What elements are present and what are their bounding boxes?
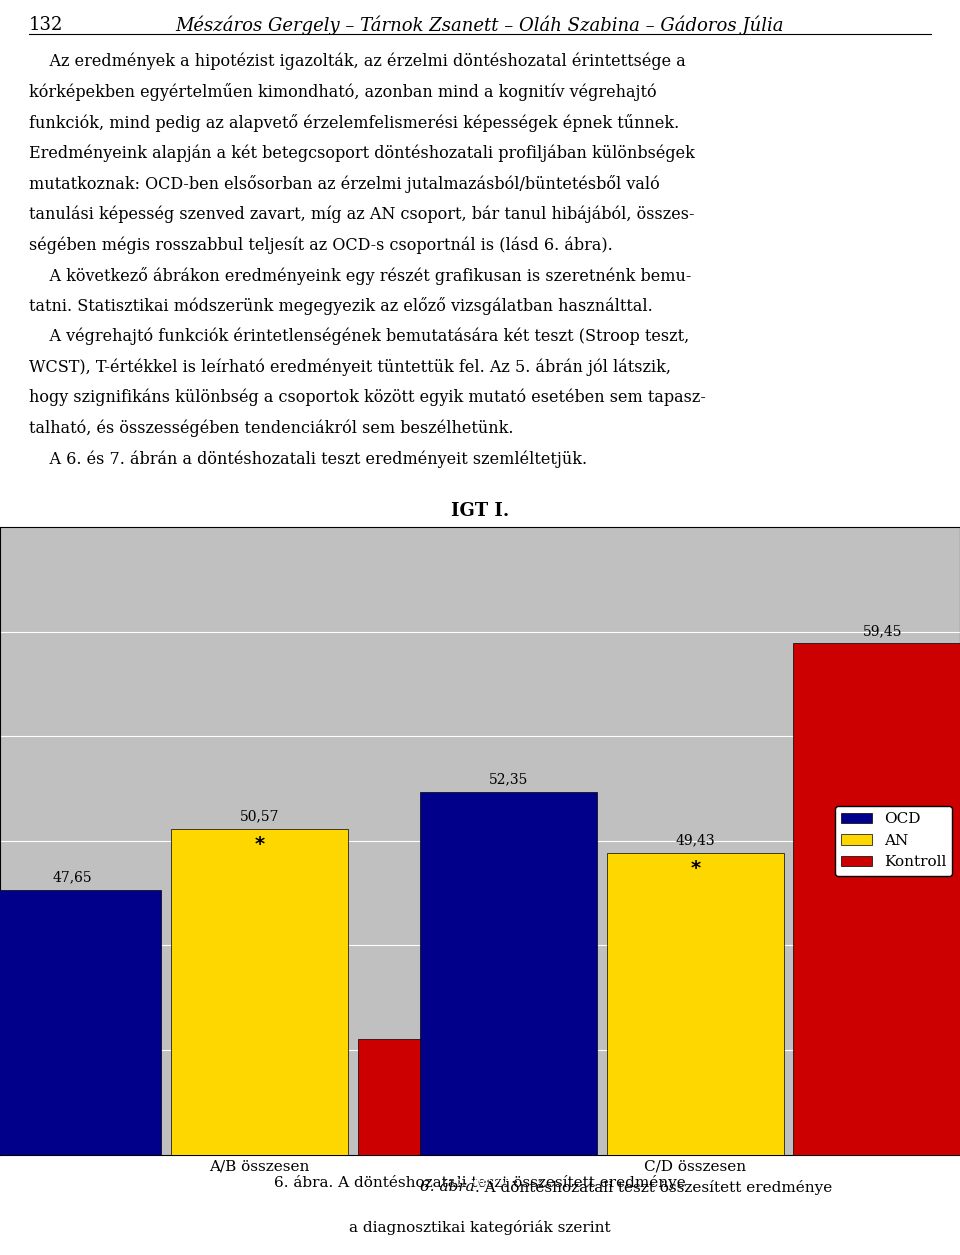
- Bar: [420, 792, 597, 1155]
- Text: Mészáros Gergely – Tárnok Zsanett – Oláh Szabina – Gádoros Júlia: Mészáros Gergely – Tárnok Zsanett – Oláh…: [176, 16, 784, 35]
- Legend: OCD, AN, Kontroll: OCD, AN, Kontroll: [835, 806, 952, 876]
- Title: IGT I.: IGT I.: [451, 502, 509, 520]
- Text: Eredményeink alapján a két betegcsoport döntéshozatali profiljában különbségek: Eredményeink alapján a két betegcsoport …: [29, 144, 695, 162]
- Text: 59,45: 59,45: [862, 624, 901, 638]
- Text: 47,65: 47,65: [53, 871, 92, 885]
- Text: 50,57: 50,57: [240, 809, 279, 823]
- Text: Az eredmények a hipotézist igazolták, az érzelmi döntéshozatal érintettsége a: Az eredmények a hipotézist igazolták, az…: [29, 53, 685, 70]
- Text: 49,43: 49,43: [676, 833, 715, 847]
- Text: hogy szignifikáns különbség a csoportok között egyik mutató esetében sem tapasz-: hogy szignifikáns különbség a csoportok …: [29, 389, 706, 407]
- Text: *: *: [690, 858, 701, 878]
- Text: *: *: [254, 835, 265, 855]
- Text: kórképekben egyértelműen kimondható, azonban mind a kognitív végrehajtó: kórképekben egyértelműen kimondható, azo…: [29, 83, 657, 102]
- Text: a diagnosztikai kategóriák szerint: a diagnosztikai kategóriák szerint: [349, 1220, 611, 1235]
- Text: A következő ábrákon eredményeink egy részét grafikusan is szeretnénk bemu-: A következő ábrákon eredményeink egy rés…: [29, 267, 691, 285]
- Text: A végrehajtó funkciók érintetlenségének bemutatására két teszt (Stroop teszt,: A végrehajtó funkciók érintetlenségének …: [29, 328, 689, 345]
- Bar: [357, 1038, 535, 1155]
- Text: 52,35: 52,35: [489, 773, 528, 787]
- Text: ségében mégis rosszabbul teljesít az OCD-s csoportnál is (lásd 6. ábra).: ségében mégis rosszabbul teljesít az OCD…: [29, 236, 612, 254]
- Text: 6. ábra: 6. ábra: [452, 1175, 508, 1188]
- Text: mutatkoznak: OCD-ben elsősorban az érzelmi jutalmazásból/büntetésből való: mutatkoznak: OCD-ben elsősorban az érzel…: [29, 174, 660, 193]
- Bar: [607, 853, 784, 1155]
- Text: 40,55: 40,55: [426, 1019, 466, 1033]
- Text: A 6. és 7. ábrán a döntéshozatali teszt eredményeit szemléltetjük.: A 6. és 7. ábrán a döntéshozatali teszt …: [29, 451, 587, 468]
- Text: WCST), T-értékkel is leírható eredményeit tüntettük fel. Az 5. ábrán jól látszik: WCST), T-értékkel is leírható eredményei…: [29, 359, 671, 376]
- Text: funkciók, mind pedig az alapvető érzelemfelismerési képességek épnek tűnnek.: funkciók, mind pedig az alapvető érzelem…: [29, 114, 679, 132]
- Text: 6. ábra. A döntéshozatali teszt összesített eredménye: 6. ábra. A döntéshozatali teszt összesít…: [275, 1175, 685, 1190]
- Text: tatni. Statisztikai módszerünk megegyezik az előző vizsgálatban használttal.: tatni. Statisztikai módszerünk megegyezi…: [29, 297, 653, 315]
- Bar: [171, 828, 348, 1155]
- Text: tanulási képesség szenved zavart, míg az AN csoport, bár tanul hibájából, összes: tanulási képesség szenved zavart, míg az…: [29, 206, 694, 223]
- Text: talható, és összességében tendenciákról sem beszélhetünk.: talható, és összességében tendenciákról …: [29, 419, 514, 437]
- Bar: [0, 890, 161, 1155]
- Text: 6. ábra: 6. ábra: [420, 1180, 475, 1194]
- Bar: [793, 643, 960, 1155]
- Text: 132: 132: [29, 16, 63, 34]
- Text: . A döntéshozatali teszt összesített eredménye: . A döntéshozatali teszt összesített ere…: [475, 1180, 832, 1195]
